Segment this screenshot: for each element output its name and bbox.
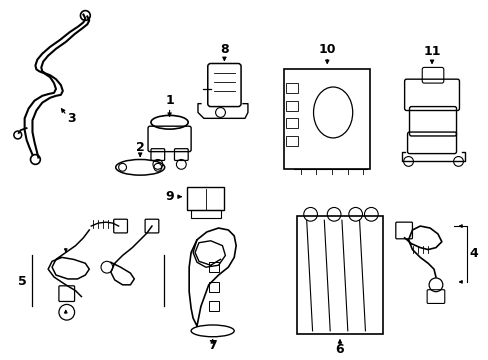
Bar <box>285 118 297 128</box>
Bar <box>285 136 297 146</box>
Text: 5: 5 <box>18 275 27 288</box>
Text: 2: 2 <box>136 141 144 154</box>
Bar <box>208 282 218 292</box>
Bar <box>191 210 220 218</box>
Bar <box>285 83 297 93</box>
Text: 8: 8 <box>220 43 228 56</box>
Text: 10: 10 <box>318 43 335 56</box>
Bar <box>284 69 369 169</box>
Bar <box>208 262 218 272</box>
Text: 1: 1 <box>165 94 174 107</box>
Text: 6: 6 <box>335 343 344 356</box>
Bar <box>296 216 382 334</box>
Bar <box>208 301 218 311</box>
Text: 11: 11 <box>423 45 440 58</box>
Text: 4: 4 <box>469 247 478 260</box>
Bar <box>187 187 224 210</box>
Text: 7: 7 <box>208 339 217 352</box>
Bar <box>285 101 297 111</box>
Text: 3: 3 <box>67 112 76 125</box>
Text: 9: 9 <box>165 190 174 203</box>
